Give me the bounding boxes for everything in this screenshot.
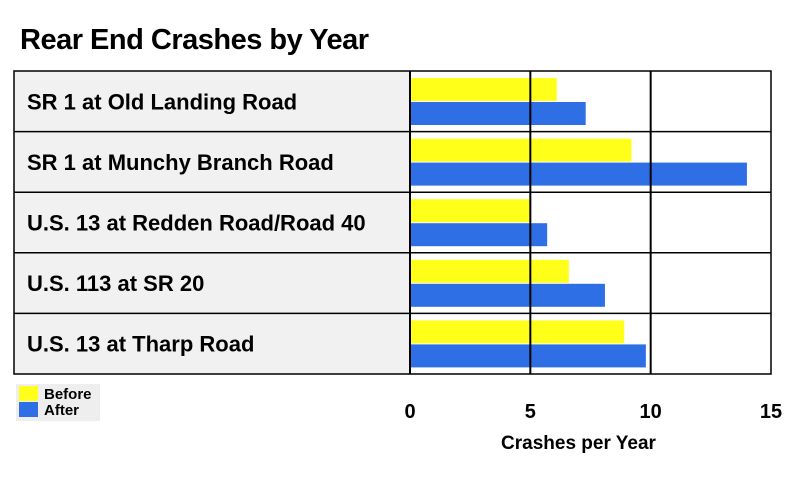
bar-before-sr-1-at-old-landing-road — [410, 78, 557, 101]
bar-before-u-s-13-at-tharp-road — [410, 320, 625, 344]
legend-swatch-after — [19, 402, 38, 417]
bar-before-sr-1-at-munchy-branch-road — [410, 138, 632, 162]
category-label-u-s-13-at-redden-road-road-40: U.S. 13 at Redden Road/Road 40 — [27, 211, 366, 236]
bar-after-u-s-113-at-sr-20 — [410, 283, 605, 307]
row-backgrounds — [14, 71, 410, 374]
legend-swatch-before — [19, 386, 38, 401]
x-tick-label-10: 10 — [640, 401, 662, 423]
x-tick-label-5: 5 — [525, 401, 536, 423]
category-label-u-s-113-at-sr-20: U.S. 113 at SR 20 — [27, 271, 204, 296]
legend-label-after: After — [44, 402, 79, 419]
chart-frame — [13, 70, 772, 375]
legend-label-before: Before — [44, 386, 92, 403]
bar-after-sr-1-at-old-landing-road — [410, 102, 586, 125]
category-label-sr-1-at-old-landing-road: SR 1 at Old Landing Road — [27, 89, 297, 114]
chart-border — [13, 70, 772, 375]
bar-after-u-s-13-at-redden-road-road-40 — [410, 223, 548, 247]
category-cell-u-s-13-at-redden-road-road-40 — [14, 192, 410, 253]
category-cell-u-s-113-at-sr-20 — [14, 252, 410, 314]
gridlines — [529, 71, 652, 374]
category-label-u-s-13-at-tharp-road: U.S. 13 at Tharp Road — [27, 332, 254, 357]
x-tick-label-0: 0 — [404, 401, 415, 423]
bar-after-sr-1-at-munchy-branch-road — [410, 162, 747, 186]
x-axis-title: Crashes per Year — [501, 433, 657, 454]
category-label-sr-1-at-munchy-branch-road: SR 1 at Munchy Branch Road — [27, 150, 334, 175]
bar-after-u-s-13-at-tharp-road — [410, 344, 646, 368]
category-cell-u-s-13-at-tharp-road — [14, 313, 410, 374]
bars — [410, 78, 747, 368]
chart-title: Rear End Crashes by Year — [20, 24, 369, 56]
bar-before-u-s-113-at-sr-20 — [410, 259, 569, 283]
bar-before-u-s-13-at-redden-road-road-40 — [410, 199, 531, 223]
category-labels: SR 1 at Old Landing Road SR 1 at Munchy B… — [27, 89, 366, 356]
x-tick-label-15: 15 — [760, 401, 782, 423]
x-tick-labels: 0 5 10 15 — [404, 401, 782, 423]
category-cell-sr-1-at-old-landing-road — [14, 71, 410, 132]
category-cell-sr-1-at-munchy-branch-road — [14, 131, 410, 193]
